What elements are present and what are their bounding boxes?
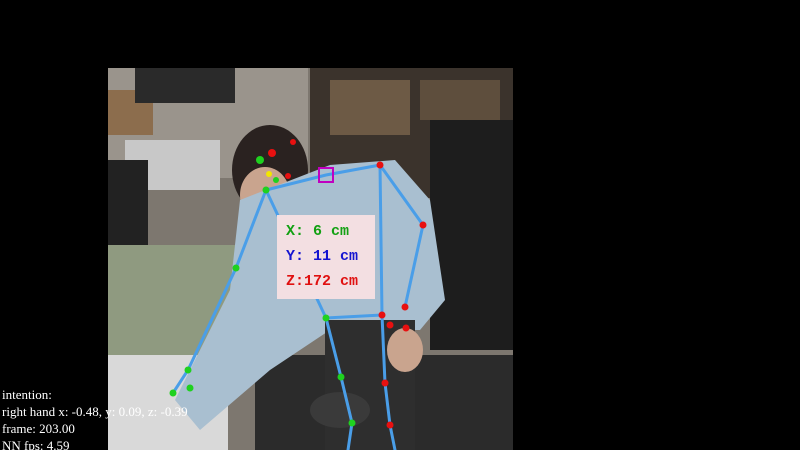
status-line: intention: — [2, 387, 52, 402]
joint — [256, 156, 264, 164]
measurement-box: X: 6 cm Y: 11 cm Z:172 cm — [277, 215, 375, 299]
left-leg-bone — [324, 316, 354, 450]
joint — [266, 171, 272, 177]
z-distance: Z:172 cm — [286, 273, 358, 290]
joint — [348, 419, 356, 427]
red-joints — [268, 139, 427, 429]
joint — [337, 373, 345, 381]
hand — [387, 328, 423, 372]
green-joints — [169, 156, 356, 427]
status-line: NN fps: 4.59 — [2, 438, 70, 450]
joint — [419, 221, 427, 229]
joint — [273, 177, 279, 183]
status-text: intention: right hand x: -0.48, y: 0.09, … — [2, 387, 188, 450]
right-leg-bone — [380, 313, 397, 450]
cabinet-shelf — [330, 80, 410, 135]
pipe-parts — [310, 392, 370, 428]
joint — [401, 303, 409, 311]
y-distance: Y: 11 cm — [286, 248, 358, 265]
status-line: frame: 203.00 — [2, 421, 75, 436]
monitor — [135, 68, 235, 103]
joint — [262, 186, 270, 194]
joint — [169, 389, 177, 397]
office-chair — [430, 120, 513, 350]
joint — [268, 149, 276, 157]
joint — [232, 264, 240, 272]
cabinet-shelf — [420, 80, 500, 120]
left-arm-bone — [171, 188, 268, 395]
joint — [184, 366, 192, 374]
joint — [378, 311, 386, 319]
joint — [322, 314, 330, 322]
shoulder-bone — [264, 163, 382, 192]
joint — [402, 324, 410, 332]
joint — [186, 384, 194, 392]
joint — [386, 421, 394, 429]
status-line: right hand x: -0.48, y: 0.09, z: -0.39 — [2, 404, 188, 419]
joint — [290, 139, 296, 145]
joint — [386, 321, 394, 329]
target-marker — [318, 167, 334, 183]
measurement-panel — [277, 215, 375, 299]
joint — [285, 173, 291, 179]
joint — [376, 161, 384, 169]
joint — [381, 379, 389, 387]
x-distance: X: 6 cm — [286, 223, 349, 240]
